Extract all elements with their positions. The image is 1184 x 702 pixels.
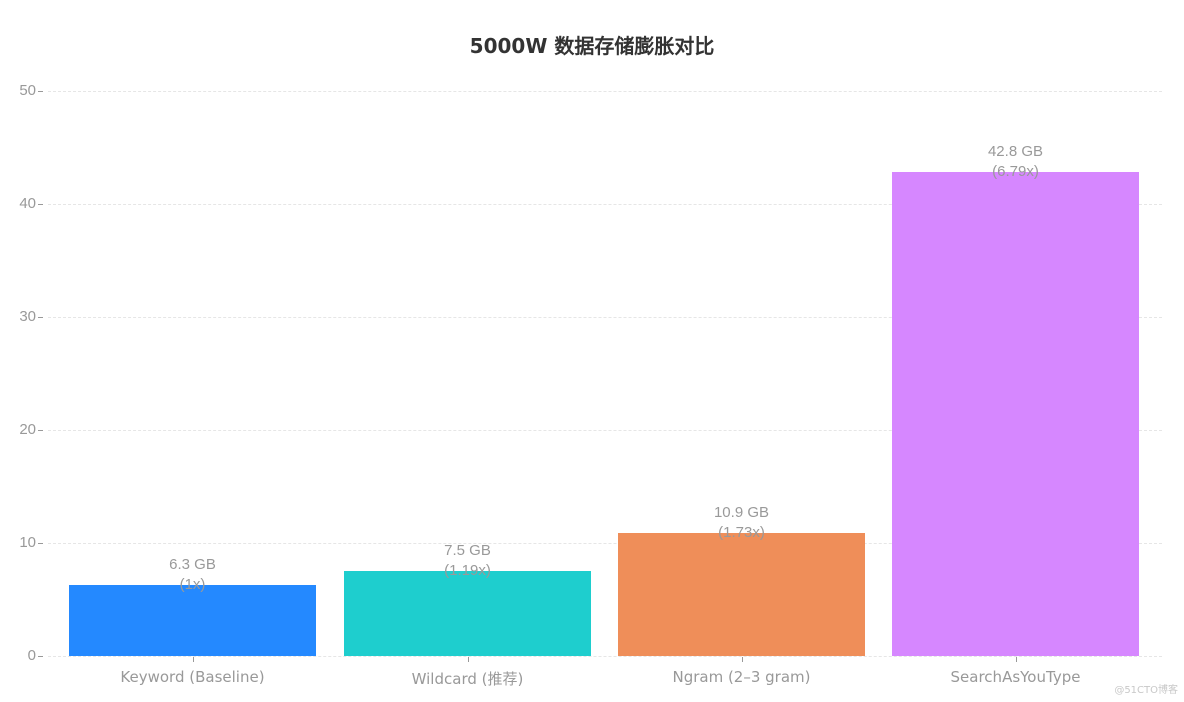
x-tick-mark <box>192 657 194 662</box>
bar-data-label: 42.8 GB (6.79x) <box>892 142 1139 182</box>
x-tick-label: SearchAsYouType <box>950 668 1081 686</box>
bar-size-label: 6.3 GB <box>169 555 216 573</box>
y-tick-mark <box>38 317 43 318</box>
x-tick-label: Wildcard (推荐) <box>411 670 524 688</box>
x-tick-label: Keyword (Baseline) <box>120 668 265 686</box>
y-tick-mark <box>38 543 43 544</box>
bar[interactable] <box>618 532 865 656</box>
gridline <box>48 430 1162 431</box>
y-tick-label: 40 <box>19 195 36 212</box>
y-tick-mark <box>38 91 43 92</box>
bar-size-label: 10.9 GB <box>713 503 770 521</box>
chart-title: 5000W 数据存储膨胀对比 <box>469 34 715 58</box>
bar-size-label: 7.5 GB <box>444 542 491 560</box>
gridline <box>48 204 1162 205</box>
bar-ratio-label: (1.19x) <box>444 562 491 580</box>
bar-ratio-label: (6.79x) <box>992 163 1039 181</box>
bar[interactable] <box>892 172 1139 656</box>
bar-data-label: 7.5 GB (1.19x) <box>344 541 591 581</box>
bar-data-label: 10.9 GB (1.73x) <box>618 503 865 543</box>
bar[interactable] <box>69 584 316 656</box>
bar-size-label: 42.8 GB <box>987 143 1044 161</box>
bar-data-label: 6.3 GB (1x) <box>69 555 316 595</box>
bar-ratio-label: (1.73x) <box>718 523 765 541</box>
y-tick-label: 0 <box>27 647 36 664</box>
gridline <box>48 656 1162 657</box>
gridline <box>48 91 1162 92</box>
bar[interactable] <box>344 571 591 656</box>
y-tick-label: 30 <box>19 308 36 325</box>
y-tick-label: 10 <box>19 534 36 551</box>
y-tick-label: 50 <box>19 82 36 99</box>
bar-ratio-label: (1x) <box>179 575 206 593</box>
y-tick-mark <box>38 204 43 205</box>
watermark: @51CTO博客 <box>1114 685 1178 696</box>
y-tick-label: 20 <box>19 421 36 438</box>
y-tick-mark <box>38 656 43 657</box>
x-tick-mark <box>741 657 743 662</box>
gridline <box>48 317 1162 318</box>
x-tick-mark <box>1015 657 1017 662</box>
x-tick-mark <box>467 657 469 662</box>
y-tick-mark <box>38 430 43 431</box>
gridline <box>48 543 1162 544</box>
x-tick-label: Ngram (2–3 gram) <box>672 668 811 686</box>
